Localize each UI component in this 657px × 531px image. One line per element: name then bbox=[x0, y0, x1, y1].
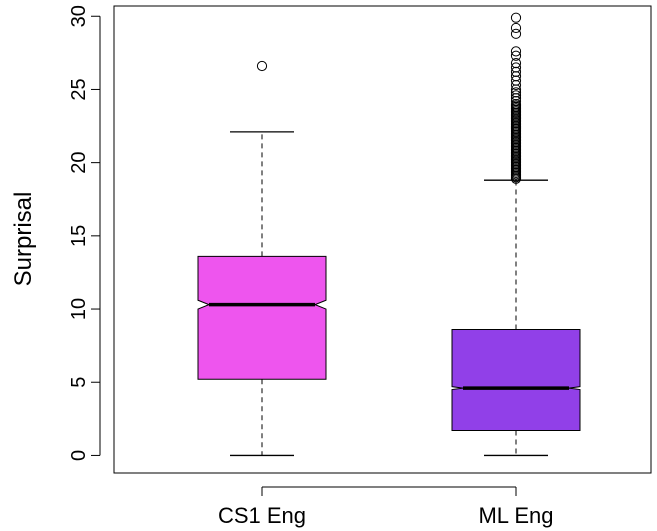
y-tick-label: 30 bbox=[68, 5, 90, 27]
x-tick-label: CS1 Eng bbox=[218, 503, 306, 528]
outlier-point bbox=[510, 50, 522, 61]
box-body bbox=[197, 255, 327, 380]
outlier-point bbox=[510, 90, 522, 101]
y-tick-label: 0 bbox=[68, 450, 90, 461]
outlier-point bbox=[510, 28, 522, 39]
y-tick-label: 5 bbox=[68, 377, 90, 388]
box-group bbox=[197, 60, 327, 457]
outlier-point bbox=[510, 57, 522, 69]
box-body bbox=[451, 329, 581, 432]
outlier-point bbox=[510, 22, 522, 34]
x-axis: CS1 Eng ML Eng bbox=[218, 486, 554, 528]
y-axis-label: Surprisal bbox=[10, 192, 37, 287]
outlier-point bbox=[510, 87, 522, 98]
y-tick-label: 20 bbox=[68, 152, 90, 174]
outlier-point bbox=[510, 62, 522, 73]
boxes bbox=[197, 12, 581, 457]
outlier-point bbox=[256, 60, 268, 72]
y-tick-label: 25 bbox=[68, 78, 90, 100]
y-tick-label: 15 bbox=[68, 225, 90, 247]
outlier-point bbox=[510, 46, 522, 57]
box-group bbox=[451, 12, 581, 457]
outlier-point bbox=[510, 12, 522, 23]
x-tick-label: ML Eng bbox=[478, 503, 553, 528]
y-axis: 0 5 10 15 20 25 30 bbox=[68, 5, 101, 461]
y-tick-label: 10 bbox=[68, 298, 90, 320]
plot-frame bbox=[113, 5, 652, 474]
